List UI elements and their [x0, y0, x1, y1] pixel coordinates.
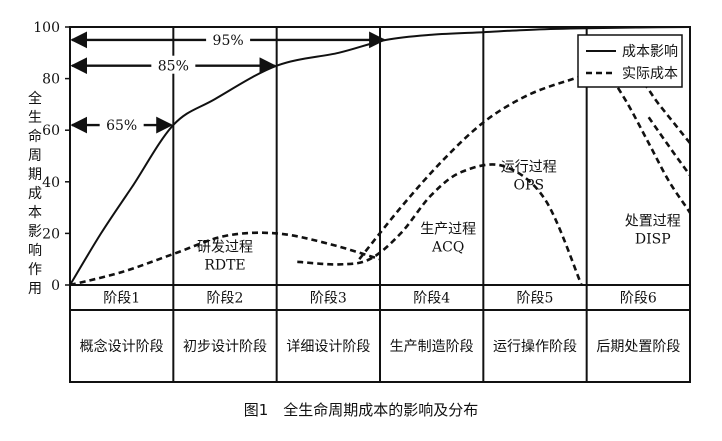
y-tick-label: 100: [33, 20, 60, 36]
stage-label: 阶段5: [517, 291, 554, 307]
process-annotations: 研发过程 RDTE 生产过程 ACQ 运行过程 OPS 处置过程 DISP: [197, 159, 681, 273]
y-tick-label: 60: [42, 123, 60, 139]
legend-entry: 实际成本: [622, 66, 678, 82]
legend-box: [577, 34, 683, 88]
phase-label: 运行操作阶段: [493, 339, 577, 355]
series-actual-cost-segment: [297, 163, 583, 285]
y-tick-label: 80: [42, 72, 60, 88]
stage-label: 阶段3: [310, 291, 347, 307]
stage-label: 阶段4: [413, 291, 450, 307]
stage-label: 阶段2: [207, 291, 244, 307]
percent-label: 65%: [106, 118, 137, 134]
process-annotation: DISP: [635, 232, 671, 248]
series-actual-cost-segment: [70, 231, 381, 285]
phase-row: 概念设计阶段 初步设计阶段 详细设计阶段 生产制造阶段 运行操作阶段 后期处置阶段: [80, 338, 681, 355]
plot-frame: [69, 26, 691, 383]
process-annotation: 研发过程: [197, 239, 253, 255]
phase-label: 初步设计阶段: [183, 338, 267, 355]
percent-label-bg: [151, 55, 196, 74]
phase-label: 后期处置阶段: [596, 339, 680, 355]
phase-label: 概念设计阶段: [80, 338, 164, 355]
percent-label-bg: [206, 29, 251, 48]
process-annotation: ACQ: [431, 239, 464, 255]
y-tick-label: 0: [51, 278, 60, 294]
y-tick-label: 40: [42, 175, 60, 191]
stage-label: 阶段6: [620, 291, 657, 307]
process-annotation: OPS: [514, 177, 545, 193]
stage-label: 阶段1: [103, 291, 140, 307]
phase-label: 详细设计阶段: [286, 339, 370, 355]
figure-caption: 图1 全生命周期成本的影响及分布: [244, 401, 479, 419]
phase-label: 生产制造阶段: [390, 339, 474, 355]
process-annotation: 处置过程: [625, 214, 681, 230]
series-actual-cost-segment: [647, 116, 690, 178]
percent-label: 85%: [158, 59, 189, 75]
series-actual-cost-segment: [606, 70, 690, 216]
process-annotation: RDTE: [204, 257, 245, 273]
process-annotation: 生产过程: [420, 221, 476, 237]
percent-arrows: 65% 85% 95%: [70, 29, 386, 134]
process-annotation: 运行过程: [501, 159, 557, 175]
stage-row: 阶段1 阶段2 阶段3 阶段4 阶段5 阶段6: [103, 291, 657, 307]
series-actual-cost-segment: [358, 69, 690, 261]
percent-label-bg: [99, 115, 144, 134]
y-axis-label: 全生命周期成本影响作用: [28, 90, 42, 297]
y-tick-label: 20: [42, 226, 60, 242]
legend-entry: 成本影响: [622, 44, 678, 60]
percent-label: 95%: [213, 33, 244, 49]
y-axis-ticks: 0 20 40 60 80 100: [33, 20, 70, 294]
